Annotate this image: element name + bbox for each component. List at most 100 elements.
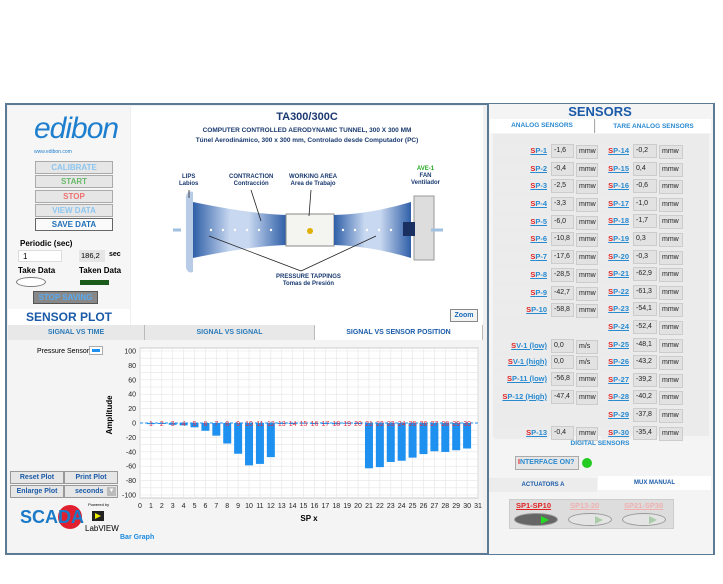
sensor-value: -6,0 [551,215,574,229]
x-tick-label: 24 [398,503,406,510]
bar [234,423,243,454]
save-data-button[interactable]: SAVE DATA [35,218,113,231]
x-tick-label: 22 [376,503,384,510]
bar-label: 8 [225,421,229,428]
bar [452,423,461,451]
x-tick-label: 12 [267,503,275,510]
sensor-label[interactable]: SP-15 [601,162,631,175]
sensor-unit: mmw [659,373,683,388]
sensor-label[interactable]: SP-23 [601,303,631,316]
y-axis-label: Amplitude [105,395,114,435]
bar-label: 5 [193,421,197,428]
sensor-label[interactable]: SP-5 [494,216,549,228]
sensor-label[interactable]: SP-6 [494,233,549,245]
sensor-plot-title: SENSOR PLOT [8,309,130,325]
view-data-button[interactable]: VIEW DATA [35,204,113,217]
interface-led [582,458,592,468]
sensor-label[interactable]: SP-30 [601,426,631,439]
periodic-input[interactable]: 1 [18,250,62,262]
tab-mux-manual[interactable]: MUX MANUAL [598,476,711,490]
sensor-label[interactable]: SV-1 (low) [494,340,549,352]
sensor-value: 0,0 [551,339,574,353]
sensor-unit: mmw [576,145,598,159]
mux-label: SP1-SP10 [516,501,552,510]
tab-signal-vs-signal[interactable]: SIGNAL VS SIGNAL [145,325,315,340]
bar [288,423,297,424]
sensor-unit: mmw [659,145,683,159]
bar-graph-label: Bar Graph [120,534,155,541]
sensor-label[interactable]: SP-20 [601,250,631,263]
sensor-label[interactable]: SP-19 [601,233,631,245]
y-tick-label: -100 [122,493,136,500]
sensor-label[interactable]: SP-12 (High) [494,391,549,403]
sensor-label[interactable]: SP-24 [601,321,631,333]
sensor-unit: mmw [576,233,598,247]
sensor-label[interactable]: SP-10 [494,304,549,316]
stop-saving-button[interactable]: STOP SAVING [33,291,98,304]
enlarge-plot-button[interactable]: Enlarge Plot [10,485,64,498]
sensor-value: -1,6 [551,144,574,158]
y-tick-label: 100 [124,349,136,356]
sensor-label[interactable]: SP-13 [494,427,549,439]
tab-signal-vs-time[interactable]: SIGNAL VS TIME [8,325,145,340]
sensor-label[interactable]: SP-1 [494,145,549,157]
sensor-label[interactable]: SP-4 [494,198,549,210]
sensor-value: -2,5 [551,179,574,193]
bar-label: 24 [398,421,406,428]
sensor-label[interactable]: SP-2 [494,163,549,175]
sensor-label[interactable]: SP-26 [601,356,631,369]
x-tick-label: 27 [430,503,438,510]
x-tick-label: 4 [182,503,186,510]
calibrate-button[interactable]: CALIBRATE [35,161,113,174]
sensor-label[interactable]: SP-9 [494,287,549,299]
sensor-label[interactable]: SP-14 [601,145,631,157]
bar-label: 19 [343,421,351,428]
mux-button-2[interactable] [622,513,666,526]
mux-button-0[interactable] [514,513,558,526]
take-data-toggle[interactable] [16,277,46,287]
sensor-label[interactable]: SP-7 [494,251,549,263]
mux-button-1[interactable] [568,513,612,526]
stop-button[interactable]: STOP [35,190,113,203]
bar [245,423,254,466]
x-axis-label: SP x [300,514,318,523]
bar-label: 23 [387,421,395,428]
units-select[interactable]: seconds ▼ [64,485,118,498]
bar-label: 20 [354,421,362,428]
x-tick-label: 26 [420,503,428,510]
sensor-unit: mmw [659,338,683,353]
sensor-label[interactable]: SP-28 [601,391,631,404]
zoom-button[interactable]: Zoom [450,309,478,322]
bar-label: 6 [203,421,207,428]
tab-analog-sensors[interactable]: ANALOG SENSORS [490,119,595,133]
sensor-value: -40,2 [633,390,657,405]
tab-tare-analog-sensors[interactable]: TARE ANALOG SENSORS [596,119,711,133]
reset-plot-button[interactable]: Reset Plot [10,471,64,484]
sensor-label[interactable]: SP-16 [601,180,631,193]
sensor-label[interactable]: SP-17 [601,197,631,210]
edibon-logo: edibon [34,112,119,145]
sensor-value: -56,8 [551,372,574,386]
start-button[interactable]: START [35,175,113,188]
sensor-label[interactable]: SP-22 [601,285,631,298]
sensor-label[interactable]: SP-8 [494,269,549,281]
sensor-label[interactable]: SP-3 [494,180,549,192]
sensor-label[interactable]: SV-1 (high) [494,356,549,368]
sensor-label[interactable]: SP-18 [601,215,631,228]
contraction-label: CONTRACTION Contracción [229,174,274,187]
sensor-value: -10,8 [551,232,574,246]
tab-signal-vs-sensor-position[interactable]: SIGNAL VS SENSOR POSITION [315,325,483,340]
tab-actuators-a[interactable]: ACTUATORS A [489,478,597,492]
sensor-label[interactable]: SP-29 [601,409,631,421]
sensor-label[interactable]: SP-21 [601,268,631,281]
bar [364,423,373,469]
print-plot-button[interactable]: Print Plot [64,471,118,484]
sensor-label[interactable]: SP-25 [601,338,631,351]
sensor-value: -42,7 [551,286,574,300]
sensor-label[interactable]: SP-11 (low) [494,373,549,385]
bar [190,423,199,428]
bar [332,423,341,425]
sensor-label[interactable]: SP-27 [601,373,631,386]
sensor-value: -0,2 [633,144,657,158]
